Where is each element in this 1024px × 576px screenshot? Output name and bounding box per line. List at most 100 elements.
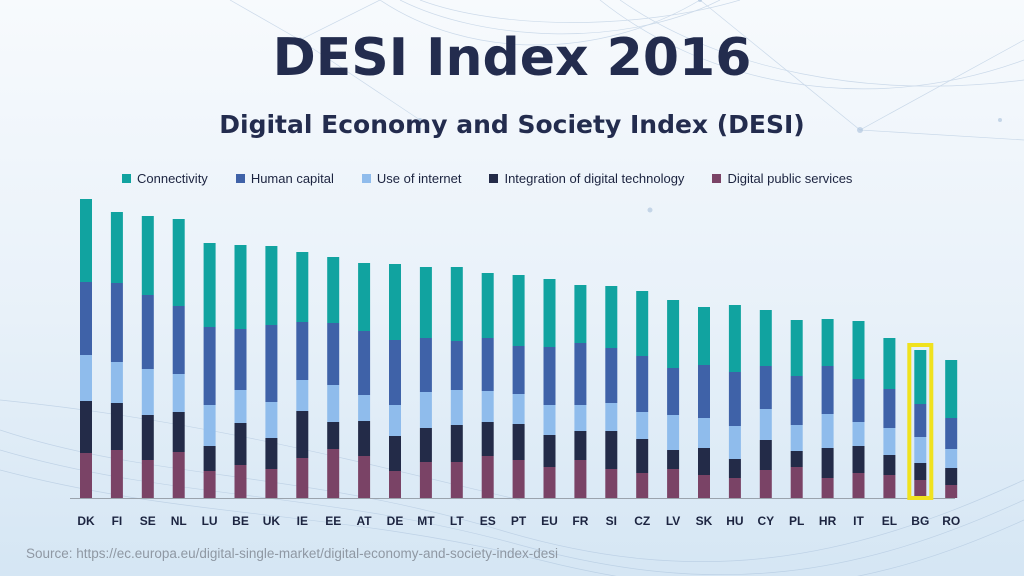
bar-segment-fr-integration-of-digital-technology bbox=[574, 431, 587, 460]
bar-segment-bg-use-of-internet bbox=[914, 437, 927, 463]
bar-segment-eu-human-capital bbox=[543, 347, 556, 405]
bar-segment-hr-human-capital bbox=[821, 366, 834, 414]
bar-segment-pl-integration-of-digital-technology bbox=[790, 451, 803, 467]
bar-segment-ro-digital-public-services bbox=[945, 485, 958, 498]
bar-segment-it-connectivity bbox=[852, 321, 865, 379]
bar-segment-hr-digital-public-services bbox=[821, 478, 834, 498]
x-tick-label-it: IT bbox=[853, 514, 864, 528]
bar-segment-uk-use-of-internet bbox=[265, 402, 278, 438]
legend-label-use-of-internet: Use of internet bbox=[376, 170, 462, 186]
bar-segment-it-digital-public-services bbox=[852, 473, 865, 498]
bar-segment-fr-connectivity bbox=[574, 285, 587, 343]
bar-segment-be-digital-public-services bbox=[234, 465, 247, 498]
x-tick-label-hr: HR bbox=[819, 514, 837, 528]
legend-swatch-integration-digital-technology bbox=[489, 173, 499, 183]
bar-segment-lt-connectivity bbox=[450, 267, 463, 341]
legend-item-digital-public-services: Digital public services bbox=[712, 168, 852, 188]
bar-segment-mt-connectivity bbox=[419, 267, 432, 338]
bar-segment-be-connectivity bbox=[234, 245, 247, 329]
bar-segment-at-integration-of-digital-technology bbox=[358, 421, 371, 456]
bar-segment-hr-use-of-internet bbox=[821, 414, 834, 448]
bar-segment-fi-digital-public-services bbox=[110, 450, 123, 498]
bar-segment-at-human-capital bbox=[358, 331, 371, 395]
bar-segment-cz-digital-public-services bbox=[636, 473, 649, 498]
bar-segment-hu-use-of-internet bbox=[728, 426, 741, 459]
bar-segment-bg-integration-of-digital-technology bbox=[914, 463, 927, 480]
x-tick-label-ee: EE bbox=[325, 514, 341, 528]
x-tick-label-ie: IE bbox=[297, 514, 308, 528]
x-tick-label-uk: UK bbox=[263, 514, 281, 528]
bar-segment-cy-connectivity bbox=[759, 310, 772, 366]
bar-segment-be-use-of-internet bbox=[234, 390, 247, 423]
x-tick-label-eu: EU bbox=[541, 514, 558, 528]
bar-segment-bg-human-capital bbox=[914, 404, 927, 437]
bar-segment-bg-connectivity bbox=[914, 350, 927, 404]
bar-segment-uk-human-capital bbox=[265, 325, 278, 402]
bar-segment-es-human-capital bbox=[481, 338, 494, 391]
bar-segment-mt-digital-public-services bbox=[419, 462, 432, 498]
bar-segment-es-digital-public-services bbox=[481, 456, 494, 498]
bar-segment-cy-integration-of-digital-technology bbox=[759, 440, 772, 470]
bar-segment-fr-use-of-internet bbox=[574, 405, 587, 431]
bar-segment-lv-use-of-internet bbox=[667, 415, 680, 450]
bar-segment-uk-digital-public-services bbox=[265, 469, 278, 498]
x-tick-label-fi: FI bbox=[112, 514, 123, 528]
bar-segment-pl-connectivity bbox=[790, 320, 803, 376]
bar-segment-pt-integration-of-digital-technology bbox=[512, 424, 525, 460]
bar-segment-be-human-capital bbox=[234, 329, 247, 390]
bar-segment-at-connectivity bbox=[358, 263, 371, 331]
bar-segment-ie-digital-public-services bbox=[296, 458, 309, 498]
page-subtitle: Digital Economy and Society Index (DESI) bbox=[219, 110, 805, 139]
source-note: Source: https://ec.europa.eu/digital-sin… bbox=[26, 546, 559, 561]
x-tick-label-el: EL bbox=[882, 514, 897, 528]
bar-segment-mt-use-of-internet bbox=[419, 392, 432, 428]
bar-segment-es-use-of-internet bbox=[481, 391, 494, 422]
x-tick-label-be: BE bbox=[232, 514, 249, 528]
bar-segment-si-digital-public-services bbox=[605, 469, 618, 498]
bar-segment-se-digital-public-services bbox=[141, 460, 154, 498]
x-tick-label-es: ES bbox=[480, 514, 496, 528]
bar-segment-hr-integration-of-digital-technology bbox=[821, 448, 834, 478]
bar-segment-se-human-capital bbox=[141, 295, 154, 369]
bar-segment-lu-connectivity bbox=[203, 243, 216, 327]
bar-segment-cy-human-capital bbox=[759, 366, 772, 409]
highlight-box-bg bbox=[907, 343, 934, 500]
bar-segment-hr-connectivity bbox=[821, 319, 834, 366]
bar-segment-cz-human-capital bbox=[636, 356, 649, 412]
legend-item-connectivity: Connectivity bbox=[122, 168, 208, 188]
bar-segment-ie-connectivity bbox=[296, 252, 309, 322]
x-tick-label-pl: PL bbox=[789, 514, 804, 528]
legend-swatch-human-capital bbox=[235, 173, 245, 183]
legend-swatch-connectivity bbox=[122, 173, 131, 183]
legend-label-human-capital: Human capital bbox=[250, 170, 334, 186]
x-tick-label-si: SI bbox=[606, 514, 617, 528]
x-tick-label-cy: CY bbox=[757, 514, 774, 528]
bar-segment-ro-connectivity bbox=[945, 360, 958, 418]
bar-segment-lt-integration-of-digital-technology bbox=[450, 425, 463, 462]
bar-segment-lu-use-of-internet bbox=[203, 405, 216, 446]
bar-segment-cz-use-of-internet bbox=[636, 412, 649, 439]
x-tick-label-bg: BG bbox=[911, 514, 929, 528]
bar-segment-hu-integration-of-digital-technology bbox=[728, 459, 741, 478]
bar-segment-se-use-of-internet bbox=[141, 369, 154, 415]
bar-segment-ro-integration-of-digital-technology bbox=[945, 468, 958, 485]
bar-segment-el-human-capital bbox=[883, 389, 896, 428]
x-tick-label-at: AT bbox=[357, 514, 373, 528]
bar-segment-hu-connectivity bbox=[728, 305, 741, 372]
bar-segment-be-integration-of-digital-technology bbox=[234, 423, 247, 465]
bar-segment-fi-integration-of-digital-technology bbox=[110, 403, 123, 450]
bar-segment-pt-human-capital bbox=[512, 346, 525, 394]
bar-segment-dk-use-of-internet bbox=[80, 355, 92, 401]
bar-segment-fr-digital-public-services bbox=[574, 460, 587, 498]
bar-segment-dk-connectivity bbox=[80, 199, 92, 282]
bar-segment-se-integration-of-digital-technology bbox=[141, 415, 154, 460]
bar-segment-pl-human-capital bbox=[790, 376, 803, 425]
bar-segment-si-use-of-internet bbox=[605, 403, 618, 431]
bar-segment-el-use-of-internet bbox=[883, 428, 896, 455]
x-tick-label-sk: SK bbox=[696, 514, 713, 528]
bar-segment-lu-digital-public-services bbox=[203, 471, 216, 498]
bar-segment-cy-digital-public-services bbox=[759, 470, 772, 498]
x-tick-label-dk: DK bbox=[77, 514, 95, 528]
bar-segment-cz-connectivity bbox=[636, 291, 649, 356]
x-tick-label-ro: RO bbox=[942, 514, 960, 528]
